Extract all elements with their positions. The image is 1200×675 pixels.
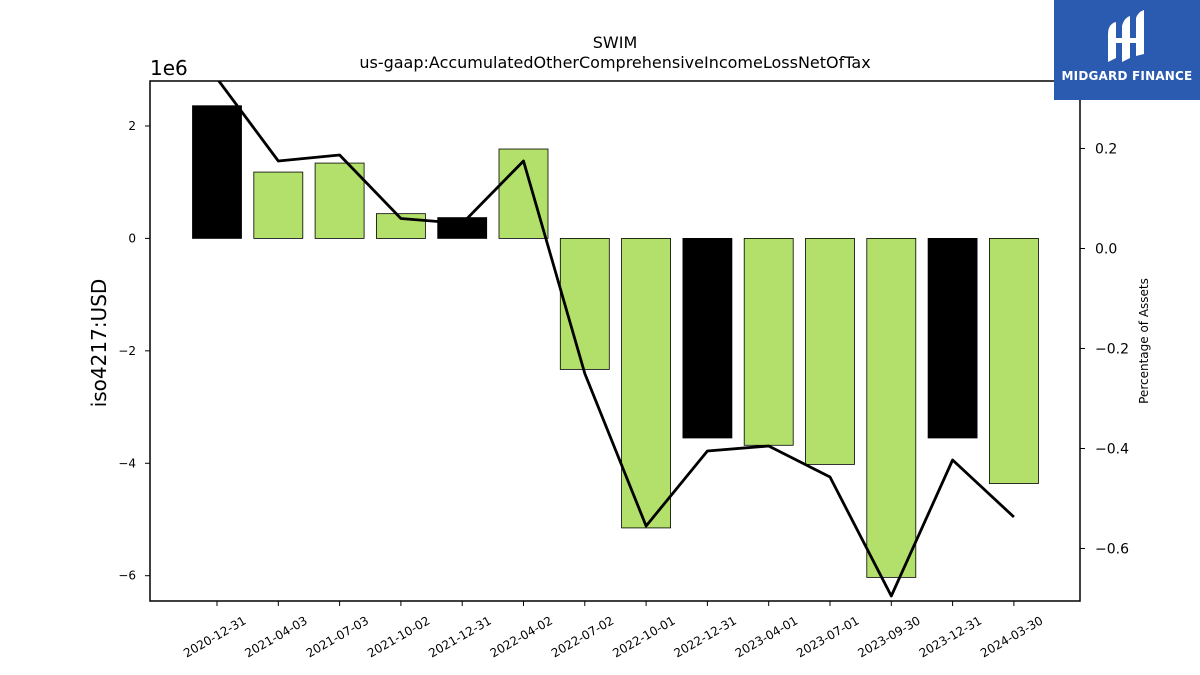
x-tick-label: 2023-12-31	[917, 613, 984, 660]
x-tick-label: 2020-12-31	[181, 613, 248, 660]
bar-2022-12-31	[682, 238, 733, 439]
logo: MIDGARD FINANCE	[1054, 0, 1200, 100]
y-tick-label: −4	[118, 456, 136, 470]
y-axis-offset-label: 1e6	[150, 56, 188, 80]
y-tick-label: 0	[128, 231, 136, 245]
x-tick-label: 2021-04-03	[242, 613, 309, 660]
chart-title: SWIM	[593, 33, 638, 52]
x-tick-label: 2023-09-30	[855, 613, 922, 660]
chart-subtitle: us-gaap:AccumulatedOtherComprehensiveInc…	[359, 53, 870, 72]
logo-text: MIDGARD FINANCE	[1061, 69, 1193, 83]
x-tick-label: 2023-04-01	[733, 613, 800, 660]
x-tick-label: 2022-10-01	[610, 613, 677, 660]
y2-tick-label: −0.6	[1095, 542, 1129, 558]
y2-tick-label: 0.0	[1095, 242, 1117, 258]
bar-2022-10-01	[621, 238, 671, 529]
bar-2023-07-01	[805, 238, 855, 465]
x-tick-label: 2022-07-02	[549, 613, 616, 660]
y-tick-label: −6	[118, 569, 136, 583]
x-tick-label: 2021-12-31	[426, 613, 493, 660]
bar-2021-07-03	[314, 162, 365, 239]
x-tick-label: 2021-10-02	[365, 613, 432, 660]
bar-2021-04-03	[253, 171, 304, 239]
y2-tick-label: 0.2	[1095, 142, 1117, 158]
bar-2023-04-01	[743, 238, 794, 446]
x-tick-label: 2022-04-02	[488, 613, 555, 660]
x-tick-label: 2024-03-30	[978, 613, 1045, 660]
plot-frame	[149, 80, 1081, 602]
bar-2023-09-30	[866, 238, 917, 578]
x-tick-label: 2021-07-03	[304, 613, 371, 660]
x-tick-label: 2022-12-31	[671, 613, 738, 660]
y2-axis-label: Percentage of Assets	[1137, 278, 1151, 404]
plot-area: −6−4−202−0.6−0.4−0.20.00.22020-12-312021…	[118, 80, 1129, 660]
y2-tick-label: −0.2	[1095, 342, 1129, 358]
y-tick-label: −2	[118, 344, 136, 358]
bar-2022-07-02	[559, 238, 610, 370]
percentage-line	[217, 81, 1015, 598]
bar-2023-12-31	[927, 238, 978, 439]
x-tick-label: 2023-07-01	[794, 613, 861, 660]
y2-tick-label: −0.4	[1095, 442, 1129, 458]
y-axis-label: iso4217:USD	[87, 279, 111, 408]
y-tick-label: 2	[128, 119, 136, 133]
bar-2020-12-31	[192, 105, 242, 239]
bar-2024-03-30	[989, 238, 1039, 484]
midgard-logo-icon	[1108, 10, 1144, 62]
